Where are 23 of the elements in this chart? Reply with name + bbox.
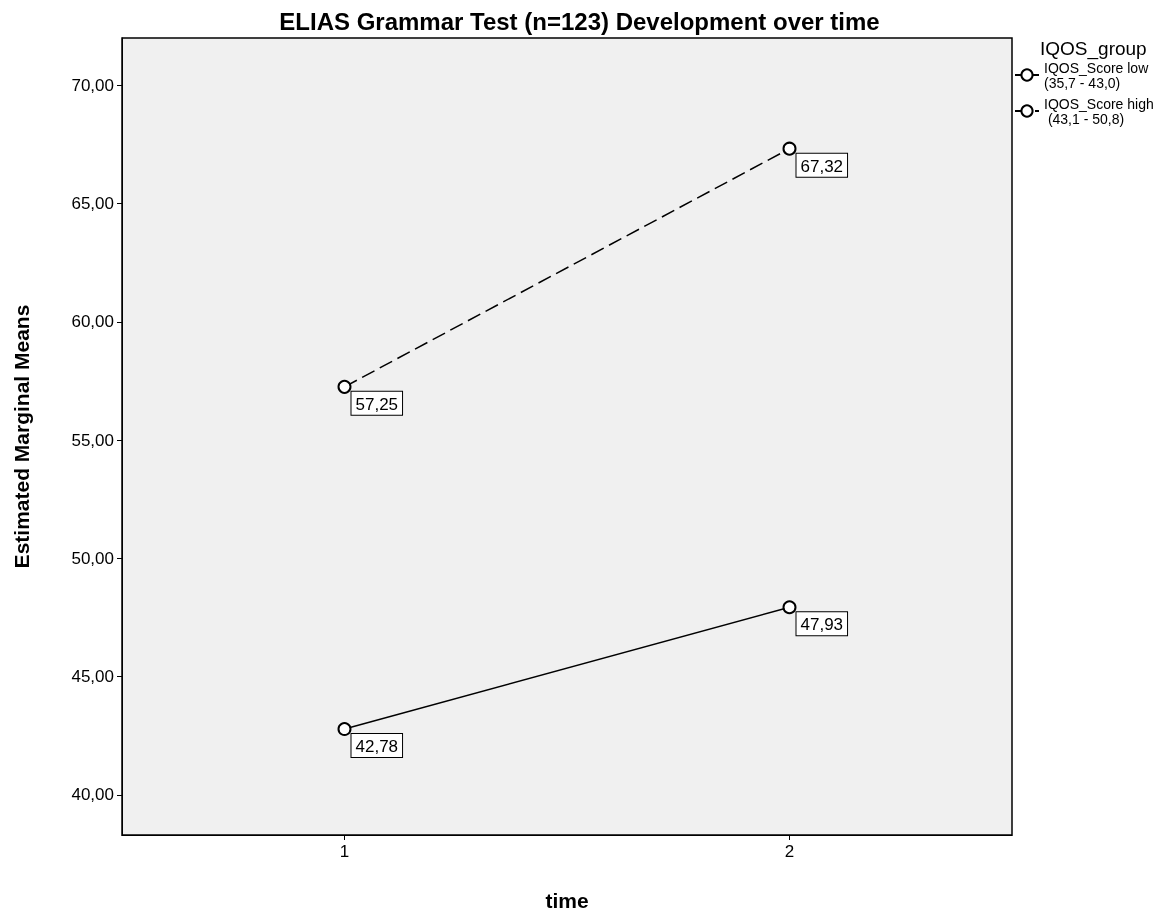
y-axis-title: Estimated Marginal Means [10,304,33,569]
y-tick-label: 45,00 [71,667,114,687]
x-axis-title: time [545,889,589,912]
legend-label: IQOS_Score low (35,7 - 43,0) [1044,59,1153,91]
y-tick-label: 65,00 [71,194,114,214]
data-label: 47,93 [800,615,844,635]
point [337,379,352,394]
x-tick-label: 1 [339,842,350,861]
point [337,722,352,737]
data-label: 67,32 [800,156,844,176]
y-tick-label: 50,00 [71,548,114,568]
data-label: 57,25 [355,394,399,414]
x-tick-label: 2 [784,842,795,861]
point [782,600,797,615]
y-tick-label: 55,00 [71,430,114,450]
legend-label: IQOS_Score high (43,1 - 50,8) [1044,95,1154,127]
legend-title: IQOS_group [1040,38,1147,60]
y-tick-label: 60,00 [71,312,114,332]
y-tick-label: 70,00 [71,75,114,95]
y-tick-label: 40,00 [71,785,114,805]
point [782,141,797,156]
chart-title: ELIAS Grammar Test (n=123) Development over time [279,7,880,35]
data-label: 42,78 [355,737,399,757]
